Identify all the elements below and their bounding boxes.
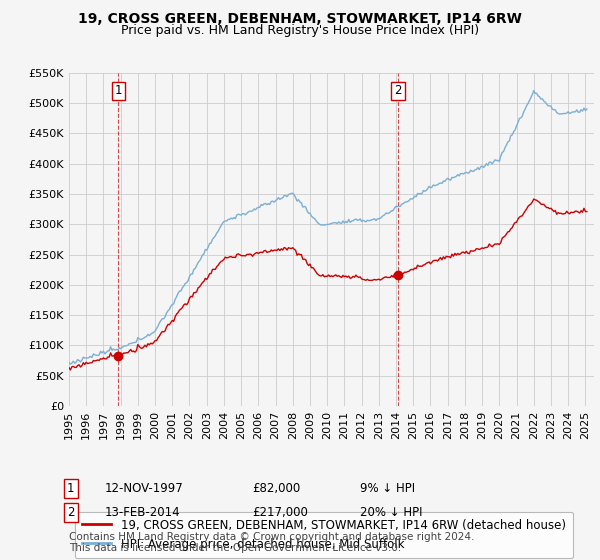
Text: £217,000: £217,000 <box>252 506 308 519</box>
Text: 9% ↓ HPI: 9% ↓ HPI <box>360 482 415 495</box>
Text: 1: 1 <box>115 85 122 97</box>
Text: 2: 2 <box>67 506 74 519</box>
Text: 2: 2 <box>394 85 402 97</box>
Text: Contains HM Land Registry data © Crown copyright and database right 2024.
This d: Contains HM Land Registry data © Crown c… <box>69 531 475 553</box>
Legend: 19, CROSS GREEN, DEBENHAM, STOWMARKET, IP14 6RW (detached house), HPI: Average p: 19, CROSS GREEN, DEBENHAM, STOWMARKET, I… <box>75 512 573 558</box>
Text: 1: 1 <box>67 482 74 495</box>
Text: 12-NOV-1997: 12-NOV-1997 <box>105 482 184 495</box>
Text: 19, CROSS GREEN, DEBENHAM, STOWMARKET, IP14 6RW: 19, CROSS GREEN, DEBENHAM, STOWMARKET, I… <box>78 12 522 26</box>
Text: £82,000: £82,000 <box>252 482 300 495</box>
Text: 20% ↓ HPI: 20% ↓ HPI <box>360 506 422 519</box>
Text: 13-FEB-2014: 13-FEB-2014 <box>105 506 181 519</box>
Text: Price paid vs. HM Land Registry's House Price Index (HPI): Price paid vs. HM Land Registry's House … <box>121 24 479 36</box>
